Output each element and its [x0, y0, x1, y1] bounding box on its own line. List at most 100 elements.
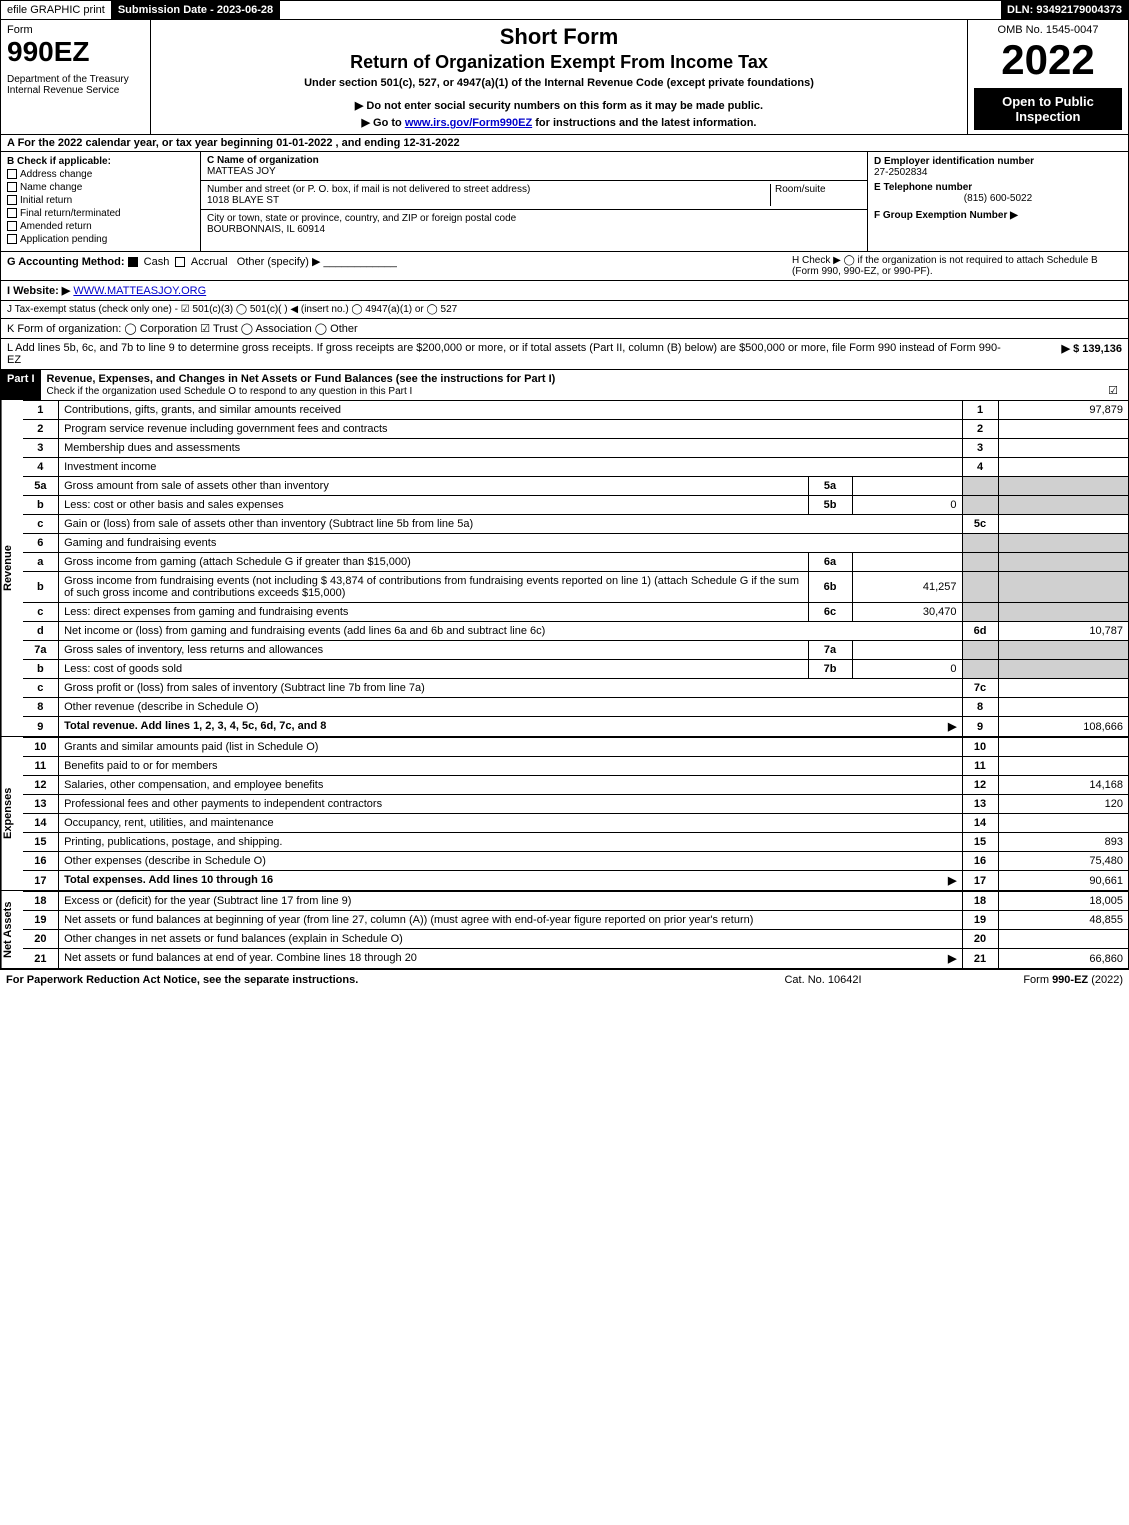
ein-label: D Employer identification number [874, 156, 1122, 167]
row-6c: cLess: direct expenses from gaming and f… [23, 603, 1128, 622]
row-5c: cGain or (loss) from sale of assets othe… [23, 515, 1128, 534]
line-l-text: L Add lines 5b, 6c, and 7b to line 9 to … [7, 342, 1002, 366]
tel-value: (815) 600-5022 [874, 193, 1122, 204]
chk-amended-return[interactable]: Amended return [7, 221, 194, 232]
part1-label: Part I [1, 370, 41, 400]
col-d: D Employer identification number 27-2502… [868, 152, 1128, 251]
chk-accrual[interactable] [175, 257, 185, 267]
line-a: A For the 2022 calendar year, or tax yea… [1, 135, 1128, 152]
row-3: 3Membership dues and assessments3 [23, 439, 1128, 458]
row-18: 18Excess or (deficit) for the year (Subt… [23, 892, 1128, 911]
goto-link[interactable]: www.irs.gov/Form990EZ [405, 117, 532, 129]
row-11: 11Benefits paid to or for members11 [23, 757, 1128, 776]
row-6d: dNet income or (loss) from gaming and fu… [23, 622, 1128, 641]
line-j: J Tax-exempt status (check only one) - ☑… [1, 300, 1128, 318]
netassets-table: 18Excess or (deficit) for the year (Subt… [23, 891, 1128, 968]
row-15: 15Printing, publications, postage, and s… [23, 833, 1128, 852]
chk-initial-return[interactable]: Initial return [7, 195, 194, 206]
dept-line2: Internal Revenue Service [7, 85, 144, 96]
line-g: G Accounting Method: Cash Accrual Other … [7, 255, 792, 277]
title-return: Return of Organization Exempt From Incom… [157, 52, 961, 73]
row-4: 4Investment income4 [23, 458, 1128, 477]
row-12: 12Salaries, other compensation, and empl… [23, 776, 1128, 795]
side-expenses: Expenses [1, 737, 23, 890]
open-public: Open to Public Inspection [974, 88, 1122, 130]
header-left: Form 990EZ Department of the Treasury In… [1, 20, 151, 134]
row-2: 2Program service revenue including gover… [23, 420, 1128, 439]
goto-text: ▶ Go to www.irs.gov/Form990EZ for instru… [157, 116, 961, 129]
row-19: 19Net assets or fund balances at beginni… [23, 911, 1128, 930]
netassets-block: Net Assets 18Excess or (deficit) for the… [1, 890, 1128, 968]
chk-name-change[interactable]: Name change [7, 182, 194, 193]
row-6b: bGross income from fundraising events (n… [23, 572, 1128, 603]
subtitle: Under section 501(c), 527, or 4947(a)(1)… [157, 77, 961, 89]
website-link[interactable]: WWW.MATTEASJOY.ORG [73, 285, 206, 297]
ein-value: 27-2502834 [874, 167, 1122, 178]
row-5a: 5aGross amount from sale of assets other… [23, 477, 1128, 496]
row-9: 9Total revenue. Add lines 1, 2, 3, 4, 5c… [23, 717, 1128, 737]
row-20: 20Other changes in net assets or fund ba… [23, 930, 1128, 949]
group-exemption-label: F Group Exemption Number ▶ [874, 210, 1122, 221]
tax-year: 2022 [974, 36, 1122, 84]
row-6: 6Gaming and fundraising events [23, 534, 1128, 553]
part1-title: Revenue, Expenses, and Changes in Net As… [41, 370, 1098, 400]
row-1: 1Contributions, gifts, grants, and simil… [23, 401, 1128, 420]
omb-number: OMB No. 1545-0047 [974, 24, 1122, 36]
info-grid: B Check if applicable: Address change Na… [1, 152, 1128, 251]
footer-left: For Paperwork Reduction Act Notice, see … [6, 974, 723, 986]
row-7c: cGross profit or (loss) from sales of in… [23, 679, 1128, 698]
line-l: L Add lines 5b, 6c, and 7b to line 9 to … [1, 338, 1128, 369]
footer-right: Form 990-EZ (2022) [923, 974, 1123, 986]
form-number: 990EZ [7, 36, 144, 68]
row-13: 13Professional fees and other payments t… [23, 795, 1128, 814]
line-l-amount: ▶ $ 139,136 [1002, 342, 1122, 366]
chk-final-return[interactable]: Final return/terminated [7, 208, 194, 219]
side-netassets: Net Assets [1, 891, 23, 968]
city-state-zip: BOURBONNAIS, IL 60914 [207, 224, 516, 235]
title-short-form: Short Form [157, 24, 961, 50]
row-21: 21Net assets or fund balances at end of … [23, 949, 1128, 969]
row-10: 10Grants and similar amounts paid (list … [23, 738, 1128, 757]
form-header: Form 990EZ Department of the Treasury In… [0, 20, 1129, 135]
b-label: B Check if applicable: [7, 156, 194, 167]
line-k: K Form of organization: ◯ Corporation ☑ … [1, 318, 1128, 338]
expenses-table: 10Grants and similar amounts paid (list … [23, 737, 1128, 890]
submission-date: Submission Date - 2023-06-28 [112, 1, 280, 19]
part1-check[interactable]: ☑ [1098, 370, 1128, 400]
warning-text: ▶ Do not enter social security numbers o… [157, 99, 961, 112]
line-i: I Website: ▶ WWW.MATTEASJOY.ORG [1, 280, 1128, 300]
row-6a: aGross income from gaming (attach Schedu… [23, 553, 1128, 572]
side-revenue: Revenue [1, 400, 23, 736]
tel-label: E Telephone number [874, 182, 1122, 193]
footer-mid: Cat. No. 10642I [723, 974, 923, 986]
topbar-spacer [280, 1, 1001, 19]
row-16: 16Other expenses (describe in Schedule O… [23, 852, 1128, 871]
chk-address-change[interactable]: Address change [7, 169, 194, 180]
col-c: C Name of organization MATTEAS JOY Numbe… [201, 152, 868, 251]
header-center: Short Form Return of Organization Exempt… [151, 20, 968, 134]
chk-application-pending[interactable]: Application pending [7, 234, 194, 245]
dept-line1: Department of the Treasury [7, 74, 144, 85]
row-5b: bLess: cost or other basis and sales exp… [23, 496, 1128, 515]
part1-header: Part I Revenue, Expenses, and Changes in… [1, 369, 1128, 400]
form-word: Form [7, 24, 144, 36]
c-city-row: City or town, state or province, country… [201, 210, 867, 238]
expenses-block: Expenses 10Grants and similar amounts pa… [1, 736, 1128, 890]
city-label: City or town, state or province, country… [207, 213, 516, 224]
row-14: 14Occupancy, rent, utilities, and mainte… [23, 814, 1128, 833]
c-addr-row: Number and street (or P. O. box, if mail… [201, 181, 867, 210]
row-7b: bLess: cost of goods sold7b0 [23, 660, 1128, 679]
row-7a: 7aGross sales of inventory, less returns… [23, 641, 1128, 660]
revenue-table: 1Contributions, gifts, grants, and simil… [23, 400, 1128, 736]
addr-label: Number and street (or P. O. box, if mail… [207, 184, 766, 195]
row-8: 8Other revenue (describe in Schedule O)8 [23, 698, 1128, 717]
line-g-h: G Accounting Method: Cash Accrual Other … [1, 251, 1128, 280]
chk-cash[interactable] [128, 257, 138, 267]
header-right: OMB No. 1545-0047 2022 Open to Public In… [968, 20, 1128, 134]
revenue-block: Revenue 1Contributions, gifts, grants, a… [1, 400, 1128, 736]
col-b: B Check if applicable: Address change Na… [1, 152, 201, 251]
part1-note: Check if the organization used Schedule … [47, 386, 413, 397]
b-checkboxes: Address change Name change Initial retur… [7, 169, 194, 245]
row-17: 17Total expenses. Add lines 10 through 1… [23, 871, 1128, 891]
efile-label: efile GRAPHIC print [1, 1, 112, 19]
